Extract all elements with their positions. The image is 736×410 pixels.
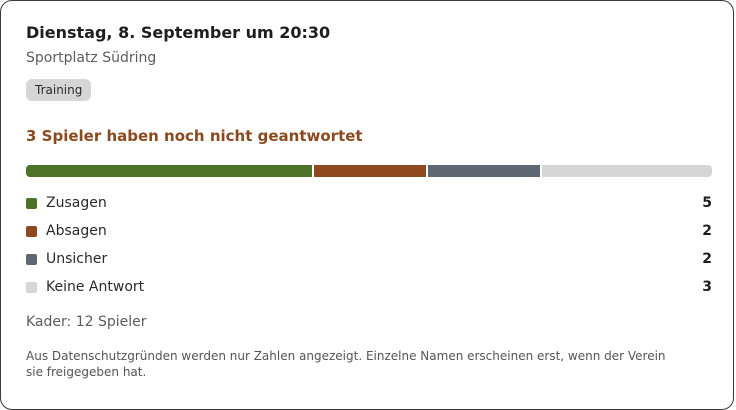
legend-label: Zusagen [46,195,107,211]
legend-row-zusagen: Zusagen 5 [26,193,712,221]
legend-swatch [26,282,37,293]
legend-swatch [26,254,37,265]
response-progress-bar [26,165,712,177]
legend-row-absagen: Absagen 2 [26,221,712,249]
bar-segment-absagen [311,165,427,177]
legend-swatch [26,226,37,237]
event-title: Dienstag, 8. September um 20:30 [26,23,331,42]
bar-segment-unsicher [426,165,541,177]
legend-label: Keine Antwort [46,279,145,295]
bar-segment-keine-antwort [540,165,712,177]
legend-row-unsicher: Unsicher 2 [26,249,712,277]
legend-swatch [26,198,37,209]
legend-row-keine-antwort: Keine Antwort 3 [26,277,712,305]
legend-count: 3 [702,279,712,295]
event-type-badge: Training [26,79,92,101]
legend-count: 5 [702,195,712,211]
privacy-note: Aus Datenschutzgründen werden nur Zahlen… [26,349,666,379]
legend-count: 2 [702,251,712,267]
squad-size: Kader: 12 Spieler [26,314,147,330]
response-legend: Zusagen 5 Absagen 2 Unsicher 2 Keine Ant… [26,193,712,305]
legend-label: Unsicher [46,251,108,267]
legend-count: 2 [702,223,712,239]
bar-segment-zusagen [26,165,312,177]
pending-responses-heading: 3 Spieler haben noch nicht geantwortet [26,127,363,145]
event-location: Sportplatz Südring [26,50,157,66]
legend-label: Absagen [46,223,107,239]
